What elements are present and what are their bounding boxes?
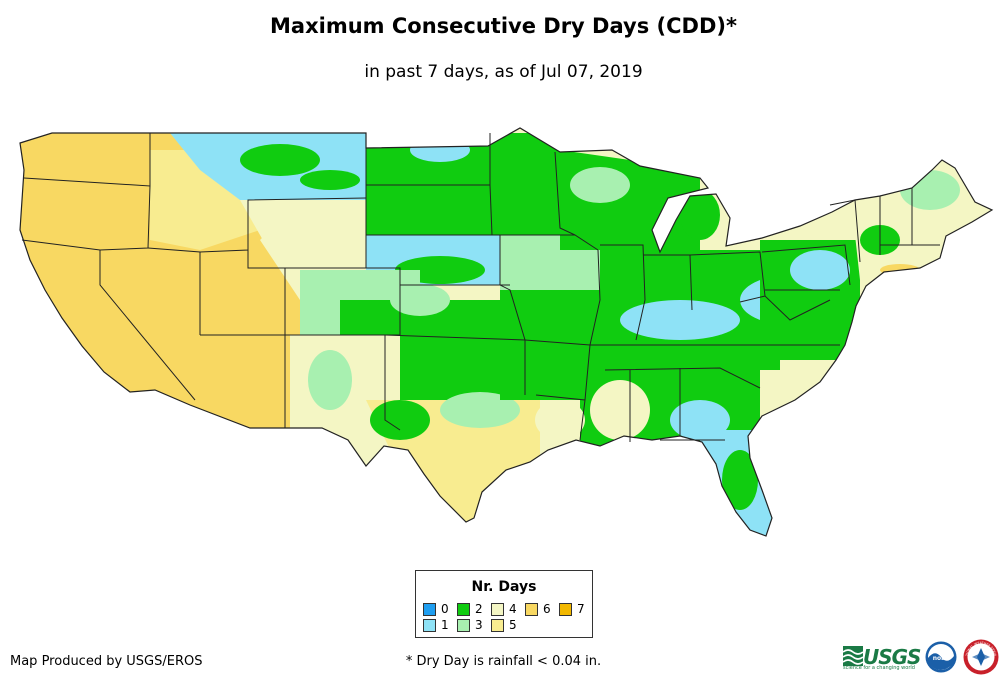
legend-item-6: 6 bbox=[525, 603, 551, 616]
region-wisconsin-michigan bbox=[560, 150, 700, 250]
legend-title: Nr. Days bbox=[471, 579, 537, 595]
usgs-tagline: science for a changing world bbox=[843, 665, 915, 671]
region-montana-wet bbox=[240, 144, 320, 176]
legend-swatch bbox=[491, 603, 504, 616]
region-wisconsin-moderate bbox=[570, 167, 630, 203]
region-north-dakota-showers bbox=[410, 138, 470, 162]
region-michigan-wet bbox=[680, 190, 720, 240]
legend-label: 3 bbox=[475, 618, 483, 632]
legend-swatch bbox=[559, 603, 572, 616]
legend-swatch bbox=[457, 619, 470, 632]
cdd-map bbox=[19, 127, 994, 537]
legend-item-1: 1 bbox=[423, 619, 449, 632]
legend-swatch bbox=[457, 603, 470, 616]
nws-logo: NATIONAL WEATHER SERVICE bbox=[963, 639, 999, 675]
map-title: Maximum Consecutive Dry Days (CDD)* bbox=[270, 14, 737, 38]
region-florida-wet bbox=[722, 450, 758, 510]
usgs-wordmark: USGS bbox=[863, 645, 921, 669]
legend-item-4: 4 bbox=[491, 603, 517, 616]
region-maine-moderate bbox=[900, 170, 960, 210]
legend-item-7: 7 bbox=[559, 603, 585, 616]
legend-item-3: 3 bbox=[457, 619, 483, 632]
region-colorado-utah bbox=[240, 200, 340, 270]
legend-swatch bbox=[423, 603, 436, 616]
region-north-texas bbox=[440, 392, 520, 428]
legend-label: 7 bbox=[577, 602, 585, 616]
region-kansas-moderate bbox=[390, 284, 450, 316]
map-color-layer bbox=[20, 128, 992, 536]
legend-item-5: 5 bbox=[491, 619, 517, 632]
legend-label: 1 bbox=[441, 618, 449, 632]
noaa-wordmark: noaa bbox=[933, 655, 950, 662]
usgs-wave-icon bbox=[843, 646, 863, 666]
noaa-logo: noaa bbox=[925, 641, 957, 673]
map-subtitle: in past 7 days, as of Jul 07, 2019 bbox=[364, 62, 643, 82]
legend-item-2: 2 bbox=[457, 603, 483, 616]
region-montana-wet bbox=[300, 170, 360, 190]
state-borders bbox=[19, 127, 994, 537]
legend: Nr. Days 0 1 2 3 4 5 6 7 bbox=[415, 570, 593, 638]
legend-label: 5 bbox=[509, 618, 517, 632]
region-new-mexico-moderate bbox=[308, 350, 352, 410]
region-dakotas-minnesota bbox=[366, 133, 570, 240]
region-louisiana-dry bbox=[535, 400, 585, 440]
legend-swatch bbox=[423, 619, 436, 632]
dry-day-footnote: * Dry Day is rainfall < 0.04 in. bbox=[405, 654, 602, 669]
legend-swatch bbox=[525, 603, 538, 616]
legend-item-0: 0 bbox=[423, 603, 449, 616]
region-west-texas-wet bbox=[370, 400, 430, 440]
region-mississippi-dry bbox=[590, 380, 650, 440]
legend-label: 2 bbox=[475, 602, 483, 616]
region-new-england bbox=[850, 150, 992, 280]
region-kentucky-showers bbox=[620, 300, 740, 340]
legend-swatch bbox=[491, 619, 504, 632]
legend-label: 0 bbox=[441, 602, 449, 616]
legend-label: 4 bbox=[509, 602, 517, 616]
legend-label: 6 bbox=[543, 602, 551, 616]
usgs-logo: USGS science for a changing world bbox=[843, 644, 921, 671]
map-credit: Map Produced by USGS/EROS bbox=[10, 654, 203, 669]
region-pennsylvania-showers bbox=[790, 250, 850, 290]
